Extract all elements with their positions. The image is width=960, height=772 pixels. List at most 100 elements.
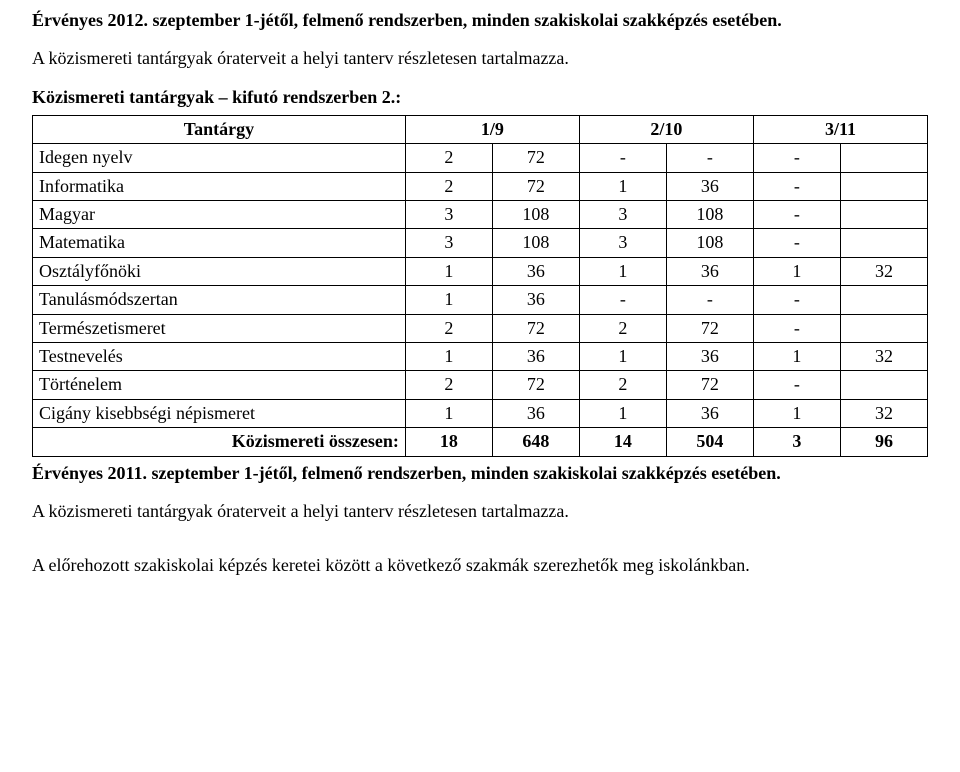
- value-cell: 72: [492, 144, 579, 172]
- value-cell: 1: [753, 257, 840, 285]
- value-cell: 32: [840, 257, 927, 285]
- value-cell: 36: [492, 343, 579, 371]
- value-cell: 108: [492, 201, 579, 229]
- value-cell: [840, 371, 927, 399]
- value-cell: 2: [405, 144, 492, 172]
- value-cell: 72: [492, 172, 579, 200]
- col-header-3: 3/11: [753, 115, 927, 143]
- value-cell: 1: [405, 257, 492, 285]
- value-cell: 1: [405, 399, 492, 427]
- value-cell: 1: [579, 343, 666, 371]
- value-cell: 36: [666, 172, 753, 200]
- validity-note-2011: Érvényes 2011. szeptember 1-jétől, felme…: [32, 461, 928, 485]
- value-cell: 2: [405, 371, 492, 399]
- value-cell: -: [753, 144, 840, 172]
- table-row: Matematika 3 108 3 108 -: [33, 229, 928, 257]
- col-header-1: 1/9: [405, 115, 579, 143]
- value-cell: 1: [405, 343, 492, 371]
- table-row: Cigány kisebbségi népismeret 1 36 1 36 1…: [33, 399, 928, 427]
- col-header-2: 2/10: [579, 115, 753, 143]
- value-cell: -: [753, 201, 840, 229]
- summary-cell: 504: [666, 428, 753, 456]
- intro-paragraph-2: A közismereti tantárgyak óraterveit a he…: [32, 499, 928, 523]
- summary-cell: 3: [753, 428, 840, 456]
- table-heading: Közismereti tantárgyak – kifutó rendszer…: [32, 85, 928, 109]
- subject-cell: Cigány kisebbségi népismeret: [33, 399, 406, 427]
- value-cell: 36: [492, 286, 579, 314]
- value-cell: 36: [666, 399, 753, 427]
- table-row: Természetismeret 2 72 2 72 -: [33, 314, 928, 342]
- value-cell: -: [579, 144, 666, 172]
- subject-cell: Testnevelés: [33, 343, 406, 371]
- value-cell: 1: [753, 399, 840, 427]
- value-cell: 72: [492, 371, 579, 399]
- table-row: Idegen nyelv 2 72 - - -: [33, 144, 928, 172]
- summary-cell: 18: [405, 428, 492, 456]
- validity-note-2012: Érvényes 2012. szeptember 1-jétől, felme…: [32, 8, 928, 32]
- document-page: Érvényes 2012. szeptember 1-jétől, felme…: [0, 0, 960, 772]
- value-cell: 36: [492, 399, 579, 427]
- subject-cell: Idegen nyelv: [33, 144, 406, 172]
- value-cell: 1: [753, 343, 840, 371]
- value-cell: 3: [579, 201, 666, 229]
- value-cell: 32: [840, 343, 927, 371]
- subject-cell: Osztályfőnöki: [33, 257, 406, 285]
- value-cell: -: [753, 286, 840, 314]
- summary-cell: 14: [579, 428, 666, 456]
- intro-paragraph-1: A közismereti tantárgyak óraterveit a he…: [32, 46, 928, 70]
- value-cell: -: [753, 371, 840, 399]
- value-cell: 3: [405, 229, 492, 257]
- subject-cell: Tanulásmódszertan: [33, 286, 406, 314]
- table-header-row: Tantárgy 1/9 2/10 3/11: [33, 115, 928, 143]
- value-cell: 1: [405, 286, 492, 314]
- summary-label: Közismereti összesen:: [33, 428, 406, 456]
- value-cell: [840, 144, 927, 172]
- value-cell: 2: [405, 172, 492, 200]
- summary-cell: 648: [492, 428, 579, 456]
- value-cell: 108: [666, 201, 753, 229]
- value-cell: [840, 314, 927, 342]
- subject-cell: Természetismeret: [33, 314, 406, 342]
- table-row: Testnevelés 1 36 1 36 1 32: [33, 343, 928, 371]
- value-cell: -: [666, 286, 753, 314]
- table-summary-row: Közismereti összesen: 18 648 14 504 3 96: [33, 428, 928, 456]
- value-cell: 2: [405, 314, 492, 342]
- table-row: Tanulásmódszertan 1 36 - - -: [33, 286, 928, 314]
- value-cell: 2: [579, 371, 666, 399]
- subject-hours-table: Tantárgy 1/9 2/10 3/11 Idegen nyelv 2 72…: [32, 115, 928, 457]
- value-cell: 32: [840, 399, 927, 427]
- subject-cell: Magyar: [33, 201, 406, 229]
- subject-cell: Informatika: [33, 172, 406, 200]
- value-cell: 1: [579, 399, 666, 427]
- value-cell: 36: [666, 343, 753, 371]
- value-cell: 3: [405, 201, 492, 229]
- bottom-paragraph: A előrehozott szakiskolai képzés keretei…: [32, 553, 928, 577]
- summary-cell: 96: [840, 428, 927, 456]
- value-cell: 72: [492, 314, 579, 342]
- value-cell: [840, 286, 927, 314]
- value-cell: 108: [666, 229, 753, 257]
- value-cell: 2: [579, 314, 666, 342]
- table-row: Osztályfőnöki 1 36 1 36 1 32: [33, 257, 928, 285]
- value-cell: 36: [492, 257, 579, 285]
- value-cell: 36: [666, 257, 753, 285]
- value-cell: 1: [579, 257, 666, 285]
- value-cell: [840, 172, 927, 200]
- value-cell: 1: [579, 172, 666, 200]
- value-cell: -: [753, 172, 840, 200]
- value-cell: 72: [666, 371, 753, 399]
- table-row: Történelem 2 72 2 72 -: [33, 371, 928, 399]
- value-cell: [840, 201, 927, 229]
- col-header-subject: Tantárgy: [33, 115, 406, 143]
- value-cell: 3: [579, 229, 666, 257]
- value-cell: [840, 229, 927, 257]
- table-row: Magyar 3 108 3 108 -: [33, 201, 928, 229]
- value-cell: -: [753, 229, 840, 257]
- value-cell: -: [666, 144, 753, 172]
- value-cell: -: [579, 286, 666, 314]
- table-row: Informatika 2 72 1 36 -: [33, 172, 928, 200]
- subject-cell: Matematika: [33, 229, 406, 257]
- value-cell: -: [753, 314, 840, 342]
- value-cell: 72: [666, 314, 753, 342]
- value-cell: 108: [492, 229, 579, 257]
